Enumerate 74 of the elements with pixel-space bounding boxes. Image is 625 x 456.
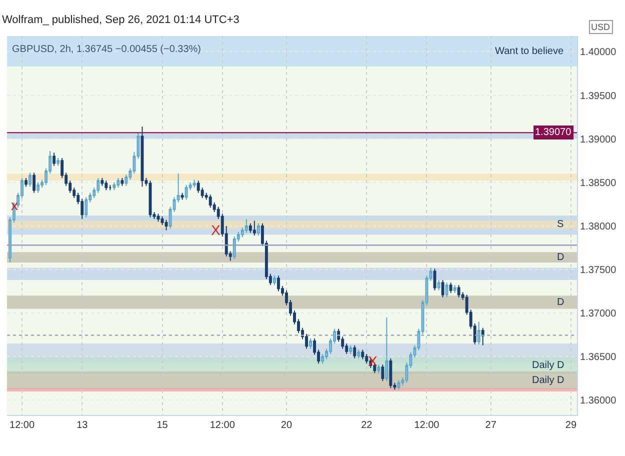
candlestick — [353, 344, 356, 359]
candlestick — [349, 344, 352, 355]
candlestick — [52, 152, 56, 166]
candlestick — [180, 192, 184, 200]
band-label: D — [557, 297, 564, 308]
candlestick — [397, 380, 400, 390]
x-tick-label: 12:00 — [414, 420, 440, 431]
candlestick — [441, 279, 444, 298]
candlestick — [357, 349, 360, 359]
candlestick — [28, 172, 32, 188]
candlestick — [104, 180, 108, 191]
candlestick — [56, 157, 60, 166]
candlestick — [385, 316, 388, 382]
candlestick — [449, 282, 452, 294]
band-label: Daily D — [532, 360, 564, 371]
candlestick — [377, 364, 380, 374]
y-tick-label: 1.37000 — [580, 308, 617, 320]
band-label: Want to believe — [495, 46, 564, 57]
y-tick-label: 1.38500 — [580, 178, 617, 189]
candlestick — [36, 182, 40, 194]
candlestick — [84, 196, 88, 218]
candlestick — [433, 268, 436, 291]
candlestick — [256, 222, 260, 236]
candlestick — [389, 358, 392, 388]
candlestick — [309, 338, 312, 350]
candlestick — [184, 184, 188, 200]
candlestick — [32, 172, 36, 194]
y-tick-label: 1.37500 — [580, 265, 617, 276]
candlestick — [248, 222, 252, 234]
candlestick — [252, 220, 256, 236]
candlestick — [365, 354, 368, 364]
candlestick — [192, 179, 196, 188]
x-tick-label: 12:00 — [10, 420, 35, 431]
y-tick-label: 1.40000 — [580, 47, 617, 58]
candlestick — [100, 178, 104, 186]
candlestick — [272, 275, 276, 286]
y-tick-label: 1.36000 — [580, 396, 617, 407]
x-tick-label: 13 — [76, 420, 88, 431]
text: GBPUSD, 2h, 1.36745 −0.00455 (−0.33%) — [12, 44, 202, 55]
y-tick-label: 1.38000 — [580, 221, 617, 232]
chart-title: Wolfram_ published, Sep 26, 2021 01:14 UTC+3 — [2, 14, 240, 26]
band-label: D — [557, 252, 564, 263]
candlestick — [457, 284, 460, 298]
candlestick — [24, 178, 28, 188]
candlestick — [120, 178, 124, 186]
x-tick-label: 20 — [280, 420, 292, 431]
x-tick-label: 27 — [485, 420, 497, 431]
candlestick — [445, 282, 448, 298]
x-tick-label: 29 — [565, 420, 577, 431]
candlestick — [232, 236, 236, 260]
y-axis-title: USD — [591, 22, 610, 32]
candlestick — [381, 364, 384, 382]
candlestick — [164, 219, 168, 231]
candlestick — [116, 178, 120, 188]
candlestick — [208, 194, 212, 208]
x-tick-label: 15 — [156, 420, 168, 431]
y-tick-label: 1.39000 — [580, 134, 617, 146]
candlestick — [156, 213, 160, 222]
band-label: S — [557, 219, 564, 230]
x-tick-label: 22 — [361, 420, 373, 431]
y-tick-label: 1.36500 — [580, 352, 617, 364]
candlestick — [244, 218, 248, 234]
x-tick-label: 12:00 — [210, 420, 236, 431]
candlestick — [276, 275, 280, 292]
candlestick — [477, 321, 480, 345]
y-tick-label: 1.39500 — [580, 90, 617, 102]
candlestick — [437, 279, 440, 291]
candlestick — [108, 184, 112, 191]
candlestick — [453, 284, 456, 294]
band-label: Daily D — [532, 375, 564, 386]
annotation: X — [211, 222, 221, 238]
ref-line-label: 1.39070 — [535, 127, 572, 138]
candlestick — [361, 349, 364, 360]
candlestick — [112, 182, 116, 191]
